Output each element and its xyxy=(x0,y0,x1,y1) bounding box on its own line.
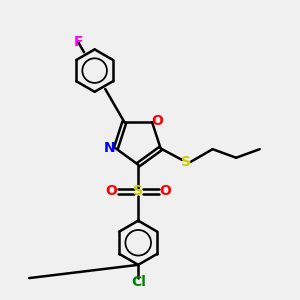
Text: S: S xyxy=(181,155,191,169)
Text: O: O xyxy=(152,114,163,128)
Text: O: O xyxy=(159,184,171,198)
Text: N: N xyxy=(103,141,115,155)
Text: S: S xyxy=(133,184,143,198)
Text: O: O xyxy=(105,184,117,198)
Text: F: F xyxy=(74,35,83,49)
Text: Cl: Cl xyxy=(131,275,146,290)
